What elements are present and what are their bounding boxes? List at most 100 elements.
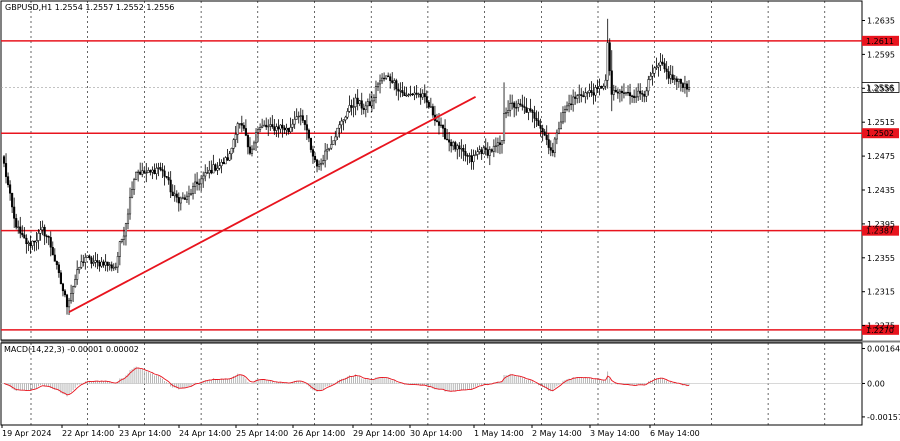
candle-body (128, 196, 132, 215)
candle-body (208, 169, 211, 174)
candle-body (246, 135, 249, 148)
candle-body (421, 93, 424, 98)
candle-body (675, 78, 678, 82)
candle-body (385, 75, 388, 79)
last-price-tag (861, 82, 900, 93)
candle-body (102, 261, 105, 266)
candle-body (626, 92, 630, 94)
candle-body (665, 68, 668, 72)
candle-body (53, 254, 56, 262)
candle-body (161, 169, 164, 172)
trendline (68, 95, 476, 313)
time-tick-label: 6 May 14:00 (650, 429, 700, 438)
candle-body (218, 165, 221, 169)
candle-body (588, 90, 591, 93)
candle-body (474, 154, 477, 156)
candle-body (350, 105, 353, 108)
candle-body (135, 171, 138, 181)
candle-body (94, 260, 97, 263)
time-tick-label: 29 Apr 14:00 (353, 429, 405, 438)
candle-body (267, 125, 270, 128)
candle-body (354, 97, 357, 107)
candle-body (570, 103, 573, 106)
candle-body (17, 226, 20, 228)
candle-body (305, 124, 308, 131)
candle-body (362, 107, 365, 110)
candle-body (47, 236, 50, 238)
macd-panel-frame (0, 342, 863, 426)
candle-body (61, 283, 64, 292)
candle-body (295, 116, 298, 120)
candle-body (531, 110, 534, 113)
candle-body (576, 95, 579, 99)
candle-body (527, 108, 530, 113)
candle-body (181, 197, 184, 199)
candle-body (395, 80, 398, 90)
candle-body (612, 89, 615, 95)
candle-body (500, 140, 504, 145)
candle-body (31, 240, 34, 246)
candle-body (399, 90, 402, 92)
candle-body (126, 213, 130, 224)
candle-body (545, 134, 548, 140)
time-tick-label: 3 May 14:00 (590, 429, 640, 438)
candle-body (559, 121, 562, 130)
candle-body (557, 128, 560, 134)
candle-body (33, 240, 36, 243)
candle-body (547, 139, 550, 148)
candle-body (275, 126, 278, 131)
time-tick-label: 30 Apr 14:00 (410, 429, 462, 438)
candle-body (216, 167, 219, 171)
candle-body (338, 124, 341, 129)
candle-body (110, 264, 113, 269)
candle-body (454, 142, 457, 150)
candle-body (381, 77, 384, 82)
candle-body (683, 83, 686, 88)
candle-body (179, 197, 182, 204)
macd-tick-label: 0.00164 (867, 345, 900, 354)
candle-body (303, 120, 306, 125)
candle-body (374, 86, 378, 98)
candle-body (598, 85, 601, 89)
candle-body (157, 167, 160, 169)
price-tick-label: 1.2555 (867, 84, 895, 93)
candle-body (263, 124, 266, 127)
candle-body (468, 155, 471, 157)
candle-body (45, 235, 48, 237)
candle-body (55, 261, 58, 266)
candle-body (523, 106, 526, 108)
candle-body (565, 105, 569, 110)
candle-body (633, 95, 636, 98)
candle-body (226, 157, 229, 161)
candle-body (277, 126, 280, 130)
candle-body (313, 156, 317, 161)
candle-body (572, 96, 575, 106)
candle-body (651, 72, 654, 77)
candle-body (667, 71, 670, 79)
candle-body (242, 125, 245, 129)
candle-body (311, 149, 315, 157)
candle-body (637, 90, 640, 98)
candle-body (167, 177, 170, 181)
candle-body (360, 100, 363, 109)
candle-body (169, 179, 172, 193)
candle-body (49, 237, 52, 248)
candle-body (620, 90, 623, 93)
macd-label: MACD(14,22,3) -0.00001 0.00002 (4, 345, 139, 354)
candle-body (320, 162, 323, 165)
symbol-header: GBPUSD,H1 1.2554 1.2557 1.2552 1.2556 (5, 3, 174, 12)
candle-body (629, 92, 632, 97)
candle-body (502, 113, 506, 141)
candle-body (342, 119, 345, 122)
candle-body (358, 100, 361, 105)
price-tick-label: 1.2515 (867, 118, 895, 127)
candle-body (537, 120, 540, 126)
candle-body (533, 112, 536, 119)
candle-body (561, 112, 565, 123)
candle-body (185, 195, 188, 200)
candle-body (618, 90, 621, 94)
candle-body (281, 124, 284, 129)
candle-body (415, 92, 418, 95)
candle-body (653, 67, 656, 74)
candle-body (639, 90, 642, 94)
